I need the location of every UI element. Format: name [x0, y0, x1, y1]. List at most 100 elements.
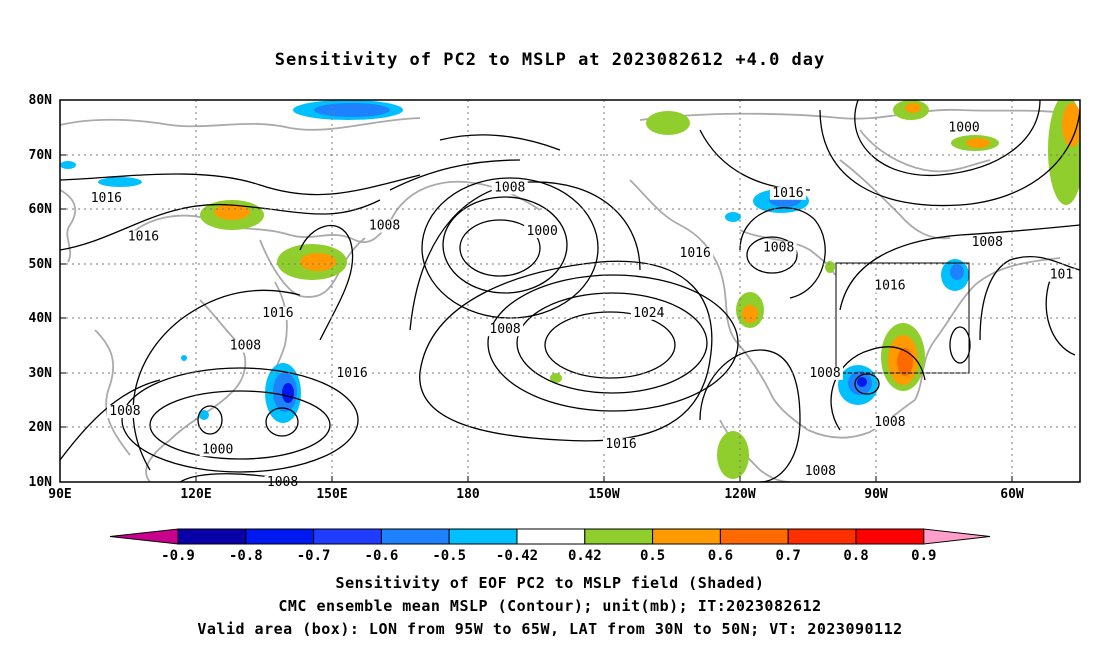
- lat-label: 20N: [29, 420, 53, 435]
- contour-label: 1016: [262, 306, 293, 321]
- contour-label: 1000: [202, 442, 233, 457]
- lat-label: 30N: [29, 366, 53, 381]
- lat-label: 50N: [29, 257, 53, 272]
- contour-label-bg: [871, 415, 908, 429]
- chart-title: Sensitivity of PC2 to MSLP at 2023082612…: [274, 50, 826, 70]
- coastlines: [60, 108, 1080, 482]
- contour-label-bg: [760, 241, 797, 255]
- contour-label: 1008: [369, 219, 400, 234]
- lat-axis-labels: 80N 70N 60N 50N 40N 30N 20N 10N: [29, 93, 53, 490]
- colorbar-segment: [787, 528, 857, 545]
- contour-label-bg: [487, 323, 524, 337]
- lon-label: 180: [456, 487, 480, 502]
- colorbar-label: -0.5: [432, 548, 466, 564]
- colorbar-label: 0.9: [911, 548, 936, 564]
- shaded-sensitivity: [60, 100, 1080, 479]
- contour-label-bg: [88, 192, 125, 206]
- contour-label-bg: [946, 121, 983, 135]
- colorbar-segment: [380, 528, 450, 545]
- contour-label-bg: [871, 279, 908, 293]
- contour-label: 1008: [494, 180, 525, 195]
- contour-label: 1016: [91, 191, 122, 206]
- contour-label: 1008: [489, 322, 520, 337]
- colorbar-over-triangle: [923, 528, 991, 545]
- contour-label: 1008: [763, 240, 794, 255]
- lon-label: 150W: [588, 487, 619, 502]
- contour-label: 1008: [809, 366, 840, 381]
- gridlines: [60, 100, 1080, 482]
- colorbar-segment: [652, 528, 721, 545]
- colorbar-label: 0.7: [776, 548, 801, 564]
- lon-label: 90E: [48, 487, 71, 502]
- contour-label-bg: [969, 235, 1006, 249]
- mslp-contours: [60, 100, 1080, 482]
- contour-label: 101: [1050, 268, 1073, 283]
- colorbar-segment: [516, 528, 586, 545]
- contour-label-bg: [106, 405, 143, 419]
- contour-label: 1008: [805, 464, 836, 479]
- contour-labels: 1016 1016 1008 1008 1000 1016 1016 1008 1000 1008…: [88, 120, 1076, 490]
- colorbar-label: -0.6: [365, 548, 399, 564]
- contour-label-bg: [524, 224, 561, 238]
- contour-label-bg: [769, 186, 806, 200]
- colorbar-segment: [719, 528, 789, 545]
- caption-line-3: Valid area (box): LON from 95W to 65W, L…: [197, 620, 903, 638]
- colorbar-label: 0.5: [640, 548, 665, 564]
- lon-axis-labels: 90E 120E 150E 180 150W 120W 90W 60W: [48, 487, 1024, 502]
- contour-label: 1016: [605, 437, 636, 452]
- contour-label: 1000: [527, 224, 558, 239]
- contour-label-bg: [125, 230, 162, 244]
- lat-label: 70N: [29, 148, 53, 163]
- colorbar-label: -0.9: [161, 548, 195, 564]
- contour-label: 1000: [948, 120, 979, 135]
- colorbar-segment: [448, 528, 518, 545]
- colorbar-segment: [584, 528, 654, 545]
- contour-label-bg: [802, 465, 839, 479]
- contour-label: 1008: [230, 339, 261, 354]
- lon-label: 90W: [864, 487, 888, 502]
- contour-label: 1016: [874, 279, 905, 294]
- contour-label-bg: [677, 246, 714, 260]
- contour-label: 1016: [128, 229, 159, 244]
- colorbar-segment: [855, 528, 925, 545]
- colorbar-segment: [177, 528, 247, 545]
- caption-line-2: CMC ensemble mean MSLP (Contour); unit(m…: [278, 597, 822, 615]
- contour-label: 1008: [972, 235, 1003, 250]
- lon-label: 150E: [316, 487, 347, 502]
- contour-label: 1024: [633, 306, 664, 321]
- contour-label-bg: [334, 366, 371, 380]
- contour-label-bg: [603, 437, 639, 451]
- plot-frame: [59, 99, 1081, 483]
- tick-marks: [59, 99, 1013, 483]
- lat-label: 10N: [29, 475, 53, 490]
- colorbar: -0.9 -0.8 -0.7 -0.6 -0.5 -0.42 0.42 0.5 0.6 0.7 0.…: [109, 528, 991, 564]
- colorbar-label: 0.42: [568, 548, 602, 564]
- contour-label: 1016: [336, 366, 367, 381]
- lat-label: 40N: [29, 311, 53, 326]
- caption-line-1: Sensitivity of EOF PC2 to MSLP field (Sh…: [335, 574, 765, 592]
- contour-label-bg: [259, 306, 296, 320]
- lon-label: 60W: [1000, 487, 1024, 502]
- contour-label: 1016: [680, 246, 711, 261]
- lon-label: 120E: [180, 487, 211, 502]
- lat-label: 80N: [29, 93, 53, 108]
- contour-label: 1008: [109, 404, 140, 419]
- contour-label-bg: [1047, 268, 1076, 282]
- contour-label-bg: [366, 219, 403, 233]
- colorbar-label: -0.8: [229, 548, 263, 564]
- contour-label-bg: [807, 366, 843, 380]
- contour-label-bg: [227, 339, 264, 353]
- contour-label: 1008: [874, 415, 905, 430]
- colorbar-label: 0.8: [843, 548, 868, 564]
- colorbar-label: -0.7: [297, 548, 331, 564]
- colorbar-segment: [245, 528, 315, 545]
- lat-label: 60N: [29, 202, 53, 217]
- colorbar-segment: [313, 528, 382, 545]
- contour-label-bg: [199, 443, 236, 457]
- contour-label-bg: [630, 306, 667, 320]
- colorbar-label: -0.42: [496, 548, 538, 564]
- contour-label-bg: [491, 181, 528, 195]
- lon-label: 120W: [724, 487, 755, 502]
- colorbar-label: 0.6: [708, 548, 733, 564]
